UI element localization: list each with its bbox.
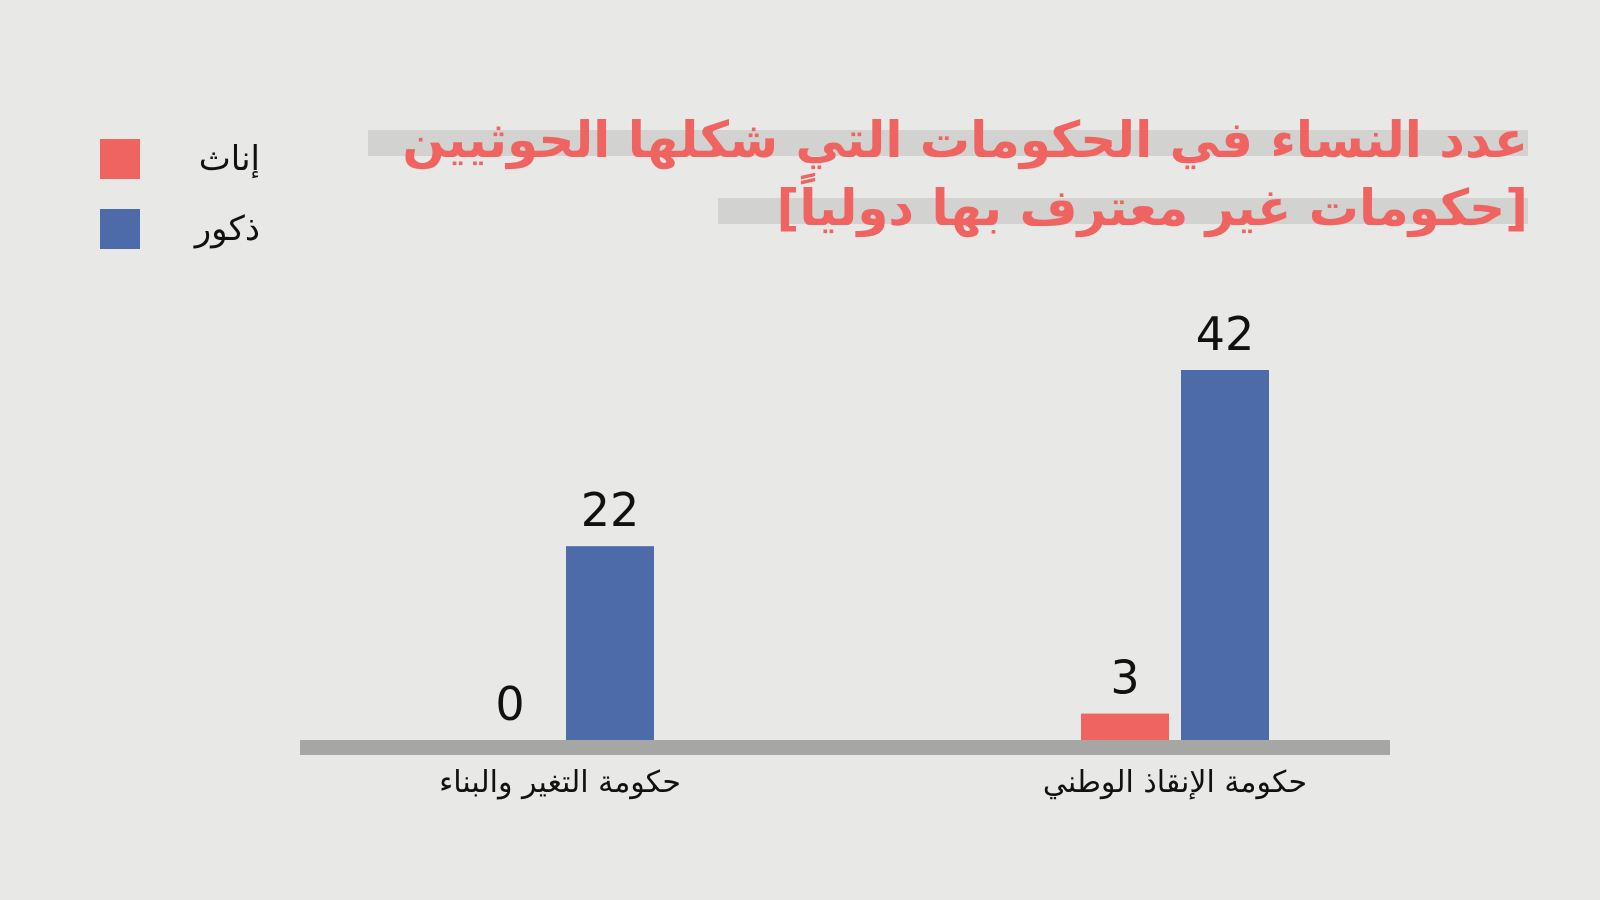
data-label-female-1: 0 bbox=[495, 677, 524, 731]
title-text-1: عدد النساء في الحكومات التي شكلها الحوثي… bbox=[402, 111, 1528, 169]
legend-label-male: ذكور bbox=[194, 209, 260, 249]
title-highlight-band bbox=[718, 198, 1528, 224]
x-tick-label-2: حكومة الإنقاذ الوطني bbox=[1043, 765, 1307, 800]
legend-item-male: ذكور bbox=[100, 208, 260, 250]
chart-title: عدد النساء في الحكومات التي شكلها الحوثي… bbox=[358, 108, 1528, 244]
bar-male-1 bbox=[566, 546, 654, 740]
title-line-1: عدد النساء في الحكومات التي شكلها الحوثي… bbox=[358, 108, 1528, 176]
data-label-male-1: 22 bbox=[581, 483, 640, 537]
title-line-2: [حكومات غير معترف بها دولياً] bbox=[358, 176, 1528, 244]
legend-swatch-female bbox=[100, 139, 140, 179]
data-label-male-2: 42 bbox=[1196, 307, 1255, 361]
legend-item-female: إناث bbox=[100, 138, 260, 180]
legend-label-female: إناث bbox=[198, 139, 260, 179]
legend: إناث ذكور bbox=[100, 138, 260, 278]
bar-female-2 bbox=[1081, 713, 1169, 740]
x-axis-baseline bbox=[300, 740, 1390, 755]
x-tick-label-1: حكومة التغير والبناء bbox=[439, 765, 681, 800]
bar-male-2 bbox=[1181, 370, 1269, 740]
title-highlight-band bbox=[368, 130, 1528, 156]
legend-swatch-male bbox=[100, 209, 140, 249]
data-label-female-2: 3 bbox=[1110, 651, 1139, 705]
title-text-2: [حكومات غير معترف بها دولياً] bbox=[776, 179, 1528, 237]
